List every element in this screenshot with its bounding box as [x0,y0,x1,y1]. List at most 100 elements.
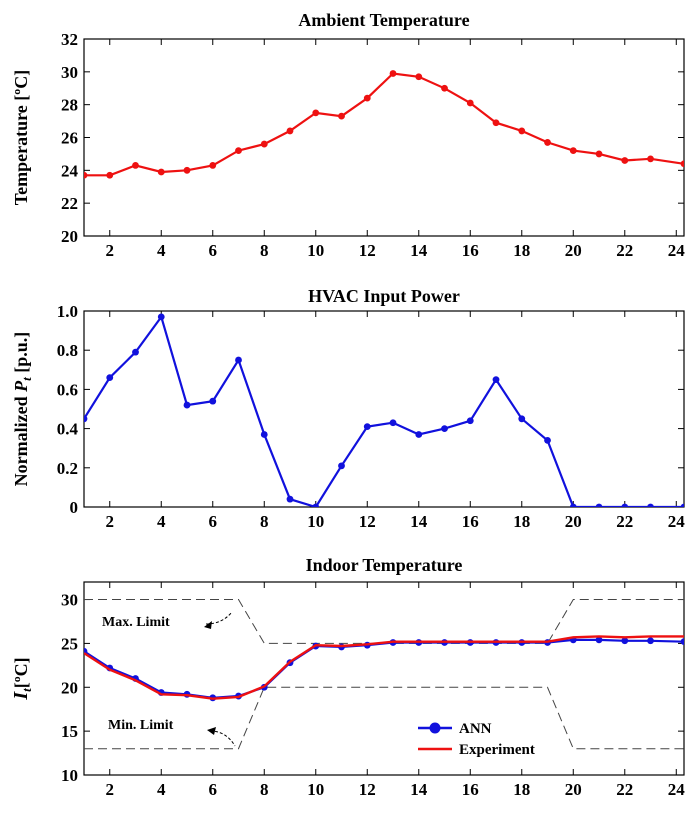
data-point [157,168,165,176]
data-point [680,503,684,507]
y-tick-label: 10 [61,766,78,785]
x-tick-label: 18 [513,780,530,799]
data-point [569,147,577,155]
y-axis-label: Normalized Pt [p.u.] [11,332,34,487]
chart-title: HVAC Input Power [308,286,460,306]
plot-area [84,599,684,750]
data-point [441,425,448,432]
y-label-unit: [p.u.] [11,332,31,378]
y-tick-label: 30 [61,63,78,82]
y-label-subscript: t [19,377,34,381]
max-limit-line [84,599,684,644]
x-tick-label: 22 [616,241,633,260]
y-label-unit: [ºC] [11,657,31,688]
x-tick-label: 18 [513,512,530,531]
y-tick-label: 0.8 [57,341,78,360]
y-tick-label: 20 [61,678,78,697]
y-tick-label: 32 [61,30,78,49]
data-point [544,436,551,444]
x-tick-label: 16 [462,512,479,531]
x-tick-label: 4 [157,780,166,799]
data-point [415,431,423,438]
data-point-ann [595,636,603,644]
series-line [84,314,684,507]
y-label-text: Normalized [11,392,31,486]
data-point [183,166,191,174]
data-point [569,503,577,507]
series-line [84,72,684,177]
chart-title: Ambient Temperature [298,10,469,30]
x-tick-label: 6 [209,780,218,799]
x-tick-label: 18 [513,241,530,260]
max-limit-annotation: Max. Limit [102,615,170,630]
legend-marker-ann [429,722,441,734]
data-point [84,415,88,423]
y-tick-label: 25 [61,634,78,653]
data-point [518,127,526,135]
data-point [466,99,474,107]
legend-label-experiment: Experiment [459,742,535,758]
data-point [209,397,217,405]
y-tick-label: 15 [61,722,78,741]
y-tick-label: 24 [61,161,79,180]
x-tick-label: 2 [106,512,115,531]
data-point [260,140,268,148]
data-point [132,348,139,356]
data-point [84,171,88,179]
y-tick-label: 0.4 [57,420,79,439]
min-limit-line [84,686,684,750]
data-point [157,313,165,321]
x-tick-label: 12 [359,780,376,799]
data-point [492,119,500,127]
x-tick-label: 24 [668,512,686,531]
x-tick-label: 14 [410,241,428,260]
data-point [106,374,114,382]
data-point [183,401,191,409]
plot-area [84,313,684,507]
x-tick-label: 14 [410,512,428,531]
data-point-ann [621,637,629,645]
y-tick-label: 1.0 [57,302,78,321]
data-point [621,157,629,164]
y-label-subscript: t [19,688,34,692]
x-tick-label: 20 [565,512,582,531]
data-point [518,415,526,423]
data-point [544,139,551,146]
x-tick-label: 6 [209,241,218,260]
legend-label-ann: ANN [459,721,492,737]
y-tick-label: 26 [61,129,78,148]
data-point-ann [680,638,684,646]
data-point [312,109,320,117]
x-tick-label: 20 [565,780,582,799]
x-tick-label: 22 [616,512,633,531]
x-tick-label: 20 [565,241,582,260]
plot-frame [83,38,685,237]
x-tick-label: 16 [462,780,479,799]
y-tick-label: 0.6 [57,380,78,399]
y-tick-label: 22 [61,194,78,213]
data-point [338,462,345,470]
data-point [466,417,474,425]
x-tick-label: 12 [359,512,376,531]
data-point [363,423,371,431]
data-point [492,376,500,383]
series-line-ann [84,638,684,699]
x-tick-label: 6 [209,512,218,531]
x-tick-label: 4 [157,241,166,260]
x-tick-label: 16 [462,241,479,260]
y-tick-label: 0.2 [57,459,78,478]
data-point [595,150,603,158]
data-point [595,503,603,507]
data-point [647,155,654,163]
series-line-experiment [84,635,684,700]
max-limit-arrow [205,611,233,625]
data-point [209,162,217,169]
data-point [415,73,423,81]
data-point [286,127,294,135]
x-tick-label: 12 [359,241,376,260]
data-point [389,70,397,77]
min-limit-annotation: Min. Limit [108,718,174,733]
